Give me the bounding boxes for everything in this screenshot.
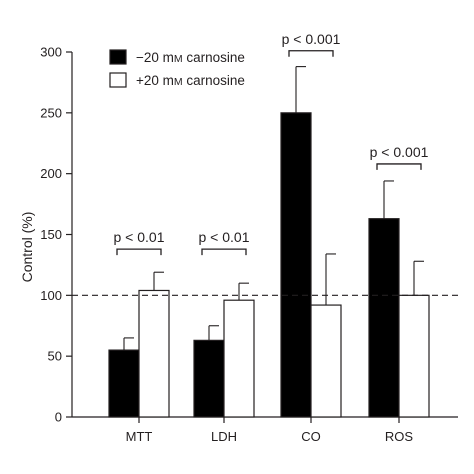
legend-swatch-plus-carnosine bbox=[109, 72, 127, 88]
significance-bracket bbox=[288, 50, 334, 57]
y-tick-label: 0 bbox=[55, 410, 62, 425]
y-tick-label: 200 bbox=[40, 166, 62, 181]
legend: −20 mM carnosine +20 mM carnosine bbox=[109, 49, 245, 88]
y-tick-label: 250 bbox=[40, 105, 62, 120]
significance-label: p < 0.001 bbox=[282, 31, 341, 47]
x-tick-label: ROS bbox=[385, 429, 414, 444]
error-bars bbox=[123, 66, 424, 351]
legend-label: +20 mM carnosine bbox=[136, 73, 245, 88]
y-axis: 0 50 100 150 200 250 300 bbox=[40, 45, 73, 425]
y-tick-label: 50 bbox=[48, 349, 62, 364]
bar-minus-carnosine-co bbox=[280, 112, 312, 418]
significance-bracket bbox=[376, 163, 422, 170]
bar-plus-carnosine-co bbox=[310, 304, 342, 418]
y-tick-label: 300 bbox=[40, 45, 62, 60]
significance-bracket bbox=[201, 248, 247, 256]
legend-swatch-minus-carnosine bbox=[109, 49, 127, 65]
bar-minus-carnosine-mtt bbox=[108, 349, 140, 418]
y-tick-label: 150 bbox=[40, 227, 62, 242]
significance-label: p < 0.01 bbox=[199, 229, 250, 245]
bars bbox=[108, 112, 430, 418]
significance-annotations: p < 0.01 p < 0.01 p < 0.001 p < 0.001 bbox=[114, 31, 429, 256]
significance-bracket bbox=[116, 248, 162, 256]
bar-plus-carnosine-mtt bbox=[138, 289, 170, 418]
significance-label: p < 0.01 bbox=[114, 229, 165, 245]
y-tick-label: 100 bbox=[40, 288, 62, 303]
x-tick-label: CO bbox=[301, 429, 321, 444]
x-tick-label: MTT bbox=[126, 429, 153, 444]
x-tick-label: LDH bbox=[211, 429, 237, 444]
bar-plus-carnosine-ldh bbox=[223, 299, 255, 418]
x-axis: MTT LDH CO ROS bbox=[72, 416, 458, 444]
bar-plus-carnosine-ros bbox=[398, 294, 430, 418]
legend-label: −20 mM carnosine bbox=[136, 50, 245, 65]
bar-minus-carnosine-ros bbox=[368, 218, 400, 418]
significance-label: p < 0.001 bbox=[370, 144, 429, 160]
y-axis-label: Control (%) bbox=[19, 212, 35, 283]
bar-minus-carnosine-ldh bbox=[193, 339, 225, 418]
